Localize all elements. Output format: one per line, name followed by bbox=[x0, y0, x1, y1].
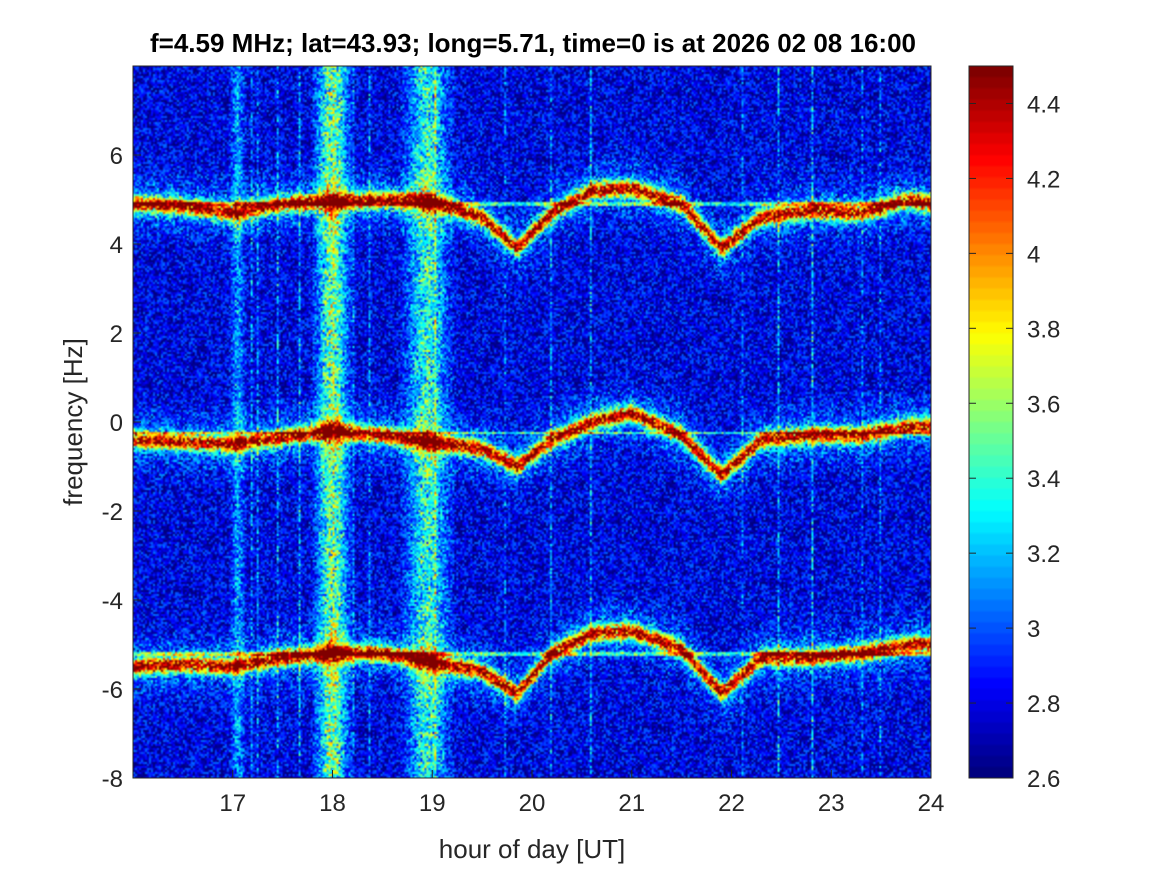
x-tick-label: 18 bbox=[319, 790, 346, 817]
x-tick-label: 17 bbox=[219, 790, 246, 817]
y-tick-label: -4 bbox=[102, 588, 123, 615]
colorbar: 2.6 2.8 3 3.2 3.4 3.6 3.8 4 4.2 4.4 bbox=[968, 65, 1060, 793]
y-tick-label: 6 bbox=[110, 143, 123, 170]
colorbar-tick-label: 3.6 bbox=[1027, 391, 1060, 418]
y-axis-label: frequency [Hz] bbox=[58, 338, 88, 506]
chart-title: f=4.59 MHz; lat=43.93; long=5.71, time=0… bbox=[150, 28, 916, 58]
y-tick-label: -6 bbox=[102, 677, 123, 704]
y-tick-label: -2 bbox=[102, 499, 123, 526]
colorbar-tick-label: 4 bbox=[1027, 241, 1040, 268]
colorbar-gradient bbox=[969, 66, 1013, 778]
x-tick-label: 24 bbox=[918, 790, 945, 817]
colorbar-frame bbox=[968, 65, 1014, 779]
colorbar-tick-label: 3 bbox=[1027, 616, 1040, 643]
x-tick-label: 21 bbox=[618, 790, 645, 817]
colorbar-tick-label: 3.4 bbox=[1027, 466, 1060, 493]
y-tick-label: 0 bbox=[110, 410, 123, 437]
y-tick-label: 4 bbox=[110, 232, 123, 259]
y-tick-label: -8 bbox=[102, 766, 123, 793]
colorbar-tick-label: 4.2 bbox=[1027, 166, 1060, 193]
x-axis: 17 18 19 20 21 22 23 24 bbox=[219, 770, 944, 817]
colorbar-tick-label: 3.8 bbox=[1027, 316, 1060, 343]
colorbar-tick-label: 3.2 bbox=[1027, 541, 1060, 568]
x-tick-label: 20 bbox=[519, 790, 546, 817]
x-tick-label: 22 bbox=[718, 790, 745, 817]
colorbar-ticks: 2.6 2.8 3 3.2 3.4 3.6 3.8 4 4.2 4.4 bbox=[969, 91, 1060, 793]
colorbar-tick-label: 2.8 bbox=[1027, 691, 1060, 718]
x-tick-label: 23 bbox=[818, 790, 845, 817]
colorbar-tick-label: 4.4 bbox=[1027, 91, 1060, 118]
y-tick-label: 2 bbox=[110, 321, 123, 348]
colorbar-tick-label: 2.6 bbox=[1027, 766, 1060, 793]
spectrogram-heatmap bbox=[133, 66, 931, 778]
x-axis-label: hour of day [UT] bbox=[439, 834, 625, 864]
plot-area bbox=[132, 65, 932, 779]
x-tick-label: 19 bbox=[419, 790, 446, 817]
y-axis: -8 -6 -4 -2 0 2 4 6 bbox=[102, 143, 141, 793]
